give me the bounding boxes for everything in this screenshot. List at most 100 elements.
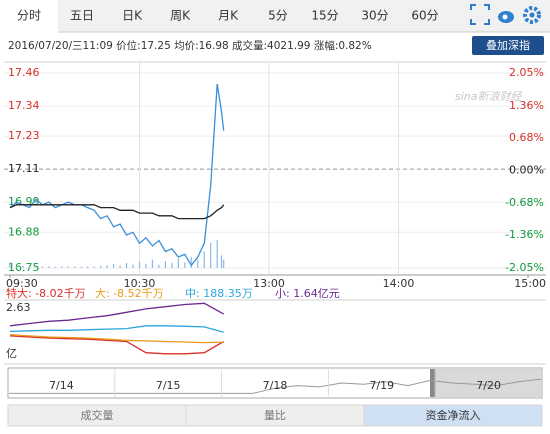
y-tick-label: 17.34 [8, 99, 40, 112]
volume-bar [171, 262, 173, 268]
tab[interactable]: 周K [170, 9, 191, 23]
overlay-button-label: 叠加深指 [486, 38, 530, 52]
volume-bar [210, 242, 212, 268]
volume-bar [15, 266, 18, 268]
y2-tick-label: 2.05% [509, 66, 544, 79]
bottom-tab-label: 量比 [264, 409, 286, 422]
volume-bar [223, 259, 225, 268]
volume-bar [119, 265, 121, 268]
x-tick-label: 13:00 [253, 277, 285, 290]
y-unit-label: 亿 [6, 347, 17, 360]
info-line: 2016/07/20/三11:09 价位:17.25 均价:16.98 成交量:… [8, 39, 372, 52]
volume-bar [158, 264, 160, 268]
volume-bar [74, 266, 76, 268]
fullscreen-icon[interactable] [470, 4, 490, 25]
volume-bar [190, 256, 192, 268]
y2-tick-label: -2.05% [505, 261, 544, 274]
volume-bar [67, 266, 69, 268]
volume-bar [216, 240, 218, 268]
volume-bar [177, 258, 179, 268]
volume-bar [54, 266, 56, 268]
tab[interactable]: 15分 [311, 9, 338, 23]
series-line [9, 83, 225, 267]
y-tick-label: 17.46 [8, 66, 40, 79]
y-tick-label: 17.23 [8, 129, 40, 142]
series-line [9, 325, 224, 333]
x-tick-label: 10:30 [124, 277, 156, 290]
volume-bar [100, 265, 102, 268]
volume-bar [164, 261, 166, 268]
volume-bar [151, 259, 154, 268]
tab[interactable]: 五日 [70, 9, 94, 23]
bottom-tab[interactable] [363, 404, 543, 427]
volume-bar [138, 261, 141, 268]
volume-bar [93, 266, 95, 268]
y2-tick-label: 0.00% [509, 164, 544, 177]
navigator-date: 7/19 [369, 379, 394, 392]
navigator-date: 7/18 [263, 379, 288, 392]
legend-label: 中: 188.35万 [185, 287, 253, 300]
volume-bar [61, 266, 63, 268]
icon-path [470, 4, 490, 25]
legend-label: 特大: -8.02千万 [6, 286, 86, 300]
volume-bar [125, 262, 128, 268]
icon-shape [523, 6, 541, 24]
y2-tick-label: 0.68% [509, 131, 544, 144]
legend-label: 小: 1.64亿元 [275, 287, 340, 300]
series-line [9, 302, 225, 327]
volume-bar [28, 266, 31, 268]
tab[interactable]: 分时 [17, 9, 41, 23]
y2-tick-label: -0.68% [505, 196, 544, 209]
active-tab [0, 0, 58, 33]
overlay-button[interactable] [472, 36, 544, 55]
volume-bar [9, 262, 11, 268]
volume-bar [184, 262, 186, 268]
volume-bar [48, 266, 50, 268]
watermark: sina新浪财经 [455, 90, 522, 103]
bottom-tab-label: 资金净流入 [426, 408, 481, 422]
volume-bar [145, 263, 147, 268]
series-line [9, 204, 225, 220]
tab-bar [0, 0, 550, 32]
volume-bar [197, 259, 199, 268]
volume-bar [80, 266, 82, 268]
bottom-tab-label: 成交量 [81, 408, 114, 422]
volume-bar [203, 251, 205, 268]
tab[interactable]: 60分 [411, 9, 438, 23]
legend-label: 大: -8.52千万 [95, 286, 164, 300]
volume-bar [220, 255, 223, 268]
y2-tick-label: -1.36% [505, 228, 544, 241]
series-line [9, 334, 224, 344]
tab[interactable]: 月K [218, 9, 239, 23]
tab[interactable]: 5分 [268, 9, 288, 23]
x-tick-label: 09:30 [6, 277, 38, 290]
series-line [9, 335, 225, 355]
navigator-date: 7/20 [476, 379, 501, 392]
volume-bar [22, 265, 24, 268]
settings-icon[interactable] [523, 6, 541, 24]
volume-bar [87, 266, 89, 268]
volume-bar [106, 265, 108, 268]
tab[interactable]: 日K [122, 9, 143, 23]
y-tick-label: 2.63 [6, 301, 31, 314]
navigator-date: 7/14 [49, 379, 74, 392]
x-tick-label: 15:00 [514, 277, 546, 290]
y-tick-label: 17.11 [8, 162, 40, 175]
icon-shape [502, 14, 508, 20]
x-tick-label: 14:00 [383, 277, 415, 290]
volume-bar [132, 264, 134, 268]
volume-bar [35, 266, 37, 268]
navigator-handle[interactable] [430, 369, 436, 397]
volume-bar [113, 264, 115, 268]
y-tick-label: 16.88 [8, 225, 40, 238]
navigator-line [9, 378, 542, 394]
navigator-date: 7/15 [156, 379, 181, 392]
weibo-icon[interactable] [498, 11, 514, 23]
icon-shape [529, 12, 535, 18]
tab[interactable]: 30分 [361, 9, 388, 23]
y-tick-label: 16.75 [8, 261, 40, 274]
volume-bar [41, 266, 43, 268]
y2-tick-label: 1.36% [509, 99, 544, 112]
